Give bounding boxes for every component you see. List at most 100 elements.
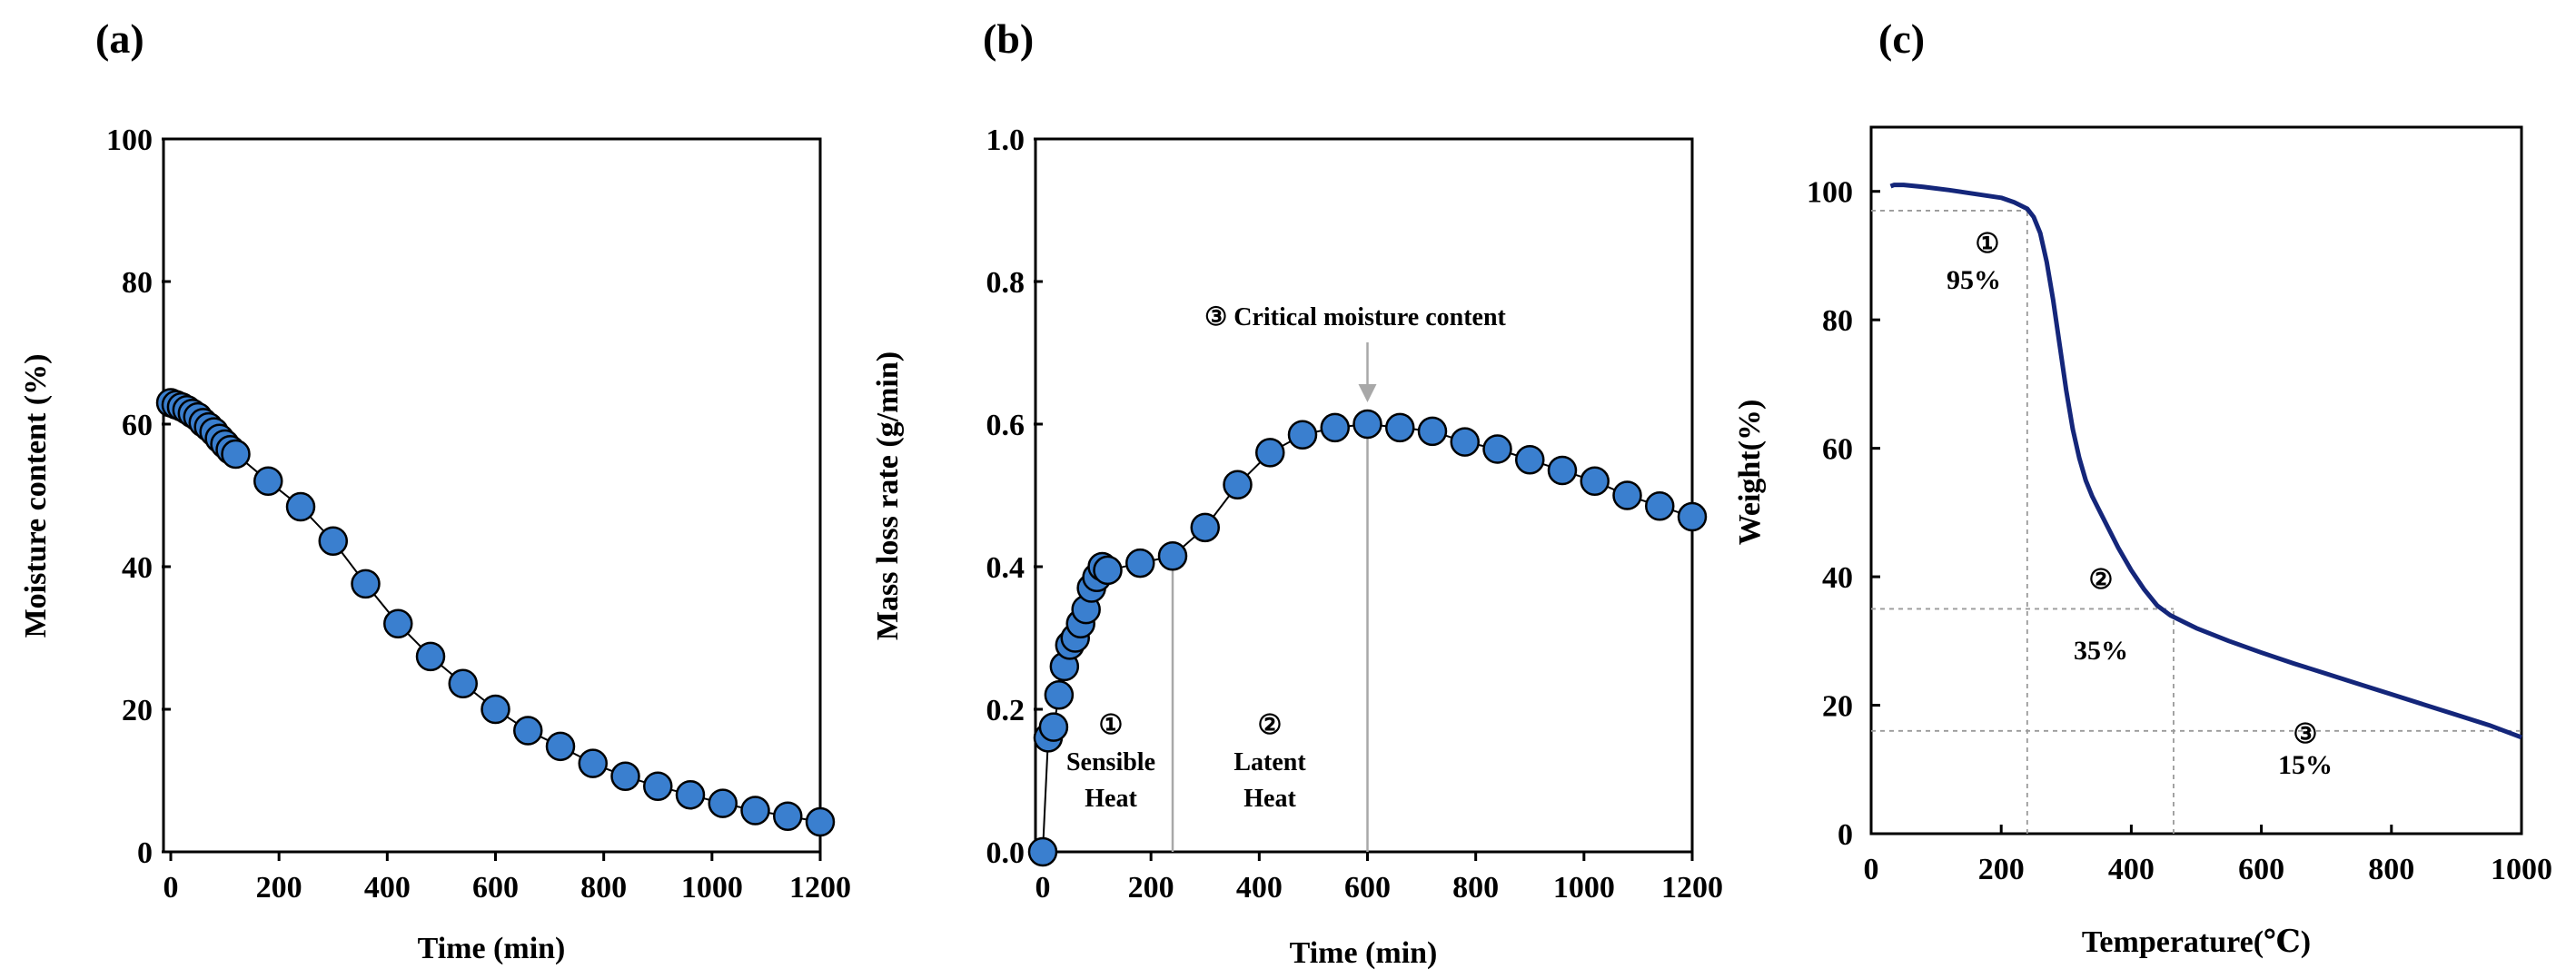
panel-a-data-point [351,569,381,599]
panel-a-data-point [481,694,510,725]
panel-b-ytick-label: 0.6 [986,409,1025,442]
panel-a-data-point [643,771,673,802]
panel-b: (b) 0.0 0.2 0.4 0.6 0.8 1.0 0 200 400 600 800 1000… [871,15,1723,970]
panel-a-xtick-label: 200 [256,871,302,905]
panel-a-ylabel: Moisture content (%) [19,354,53,638]
panel-b-data-point [1320,412,1350,443]
latent-heat-number: ② [1258,710,1283,740]
panel-a-ytick-label: 60 [122,409,153,442]
panel-b-xtick-label: 200 [1128,871,1174,905]
panel-a-ytick-label: 0 [137,836,153,870]
panel-b-xtick-label: 400 [1236,871,1283,905]
panel-a-data-point [383,608,413,639]
panel-b-ytick-label: 0.8 [986,266,1025,300]
panel-b-data-point [1580,466,1610,497]
panel-b-ylabel: Mass loss rate (g/min) [871,351,905,640]
panel-b-label: (b) [983,15,1034,62]
panel-c-ytick-label: 0 [1838,818,1853,852]
panel-a-xtick-label: 0 [163,871,179,905]
panel-a-xtick-label: 400 [364,871,411,905]
panel-a-data-point [415,641,446,672]
panel-b-data-point [1190,512,1220,543]
panel-a-series-line [170,401,821,824]
panel-c-ytick-label: 100 [1807,176,1853,210]
panel-a-ytick-label: 100 [106,124,153,157]
step2-number: ② [2089,565,2114,595]
panel-c-label: (c) [1878,15,1925,62]
panel-b-ytick-label: 0.2 [986,694,1025,727]
panel-b-xtick-label: 800 [1452,871,1499,905]
panel-c-xtick-label: 600 [2238,853,2284,886]
panel-b-data-point [1044,680,1075,710]
critical-moisture-label: ③ Critical moisture content [1204,303,1506,331]
panel-b-ytick-label: 0.0 [986,836,1025,870]
panel-c-xtick-label: 200 [1978,853,2025,886]
panel-b-data-point [1612,480,1642,510]
step1-percent: 95% [1947,265,2001,295]
panel-b-xtick-label: 600 [1344,871,1391,905]
panel-a-data-point [773,801,803,831]
panel-b-xtick-label: 1000 [1553,871,1615,905]
panel-a-ytick-label: 20 [122,694,153,727]
panel-a-xlabel: Time (min) [418,932,566,965]
panel-a-ytick-label: 80 [122,266,153,300]
panel-b-data-point [1385,412,1415,443]
sensible-heat-line2: Heat [1085,785,1137,813]
panel-b-xlabel: Time (min) [1290,936,1438,970]
panel-c-xtick-label: 0 [1864,853,1879,886]
panel-a-ytick-label: 40 [122,551,153,585]
panel-a-data-point [610,761,640,792]
panel-a-data-point [221,439,251,470]
panel-b-data-point [1038,712,1069,742]
panel-c-ytick-label: 80 [1822,304,1853,338]
panel-b-data-point [1223,470,1253,499]
panel-b-xtick-label: 0 [1035,871,1051,905]
panel-c-ylabel: Weight(%) [1733,400,1767,546]
panel-b-ytick-label: 0.4 [986,551,1025,585]
panel-a-data-point [318,526,348,556]
panel-c-xlabel: Temperature(℃) [2082,925,2311,959]
panel-c-xtick-label: 800 [2368,853,2414,886]
panel-c-xtick-label: 400 [2108,853,2155,886]
panel-b-data-point [1352,409,1382,440]
panel-b-data-point [1482,434,1512,464]
panel-a-label: (a) [95,15,144,62]
panel-a-xtick-label: 600 [472,871,519,905]
step3-number: ③ [2294,719,2318,749]
panel-b-xtick-label: 1200 [1661,871,1723,905]
panel-a-data-point [513,716,543,746]
panel-b-data-point [1157,540,1188,571]
panel-c-tga-curve [1889,183,2522,740]
panel-b-data-point [1027,836,1058,867]
panel-b-data-point [1125,548,1155,578]
sensible-heat-line1: Sensible [1066,748,1155,776]
panel-b-data-point [1093,555,1123,586]
panel-a-data-point [805,806,836,837]
panel-a-data-point [740,796,770,826]
panel-b-data-point [1417,416,1448,447]
panel-a-xtick-label: 1200 [789,871,851,905]
step2-percent: 35% [2074,636,2128,666]
panel-c-xtick-label: 1000 [2491,853,2552,886]
panel-a: (a) 0 20 40 60 80 100 0 200 400 600 800 1000 1200 T… [19,15,851,965]
panel-c-ytick-label: 60 [1822,433,1853,467]
panel-a-data-point [448,668,478,698]
critical-arrow-head [1358,384,1377,402]
panel-a-data-point [675,779,706,810]
panel-a-data-point [708,788,738,818]
panel-a-xtick-label: 800 [580,871,627,905]
panel-b-data-point [1645,491,1675,521]
panel-b-plot-frame [1034,137,1694,854]
panel-a-data-point [253,466,283,497]
panel-b-data-point [1450,427,1480,457]
panel-a-xtick-label: 1000 [681,871,743,905]
step1-number: ① [1976,229,2000,259]
panel-b-data-point [1547,455,1578,486]
panel-c: (c) 0 20 40 60 80 100 0 200 400 600 800 1000 ① 95%… [1733,15,2552,959]
panel-b-data-point [1677,501,1708,532]
panel-b-data-point [1515,445,1545,475]
panel-b-ytick-label: 1.0 [986,124,1025,157]
step3-percent: 15% [2278,750,2333,780]
latent-heat-line1: Latent [1234,748,1306,776]
